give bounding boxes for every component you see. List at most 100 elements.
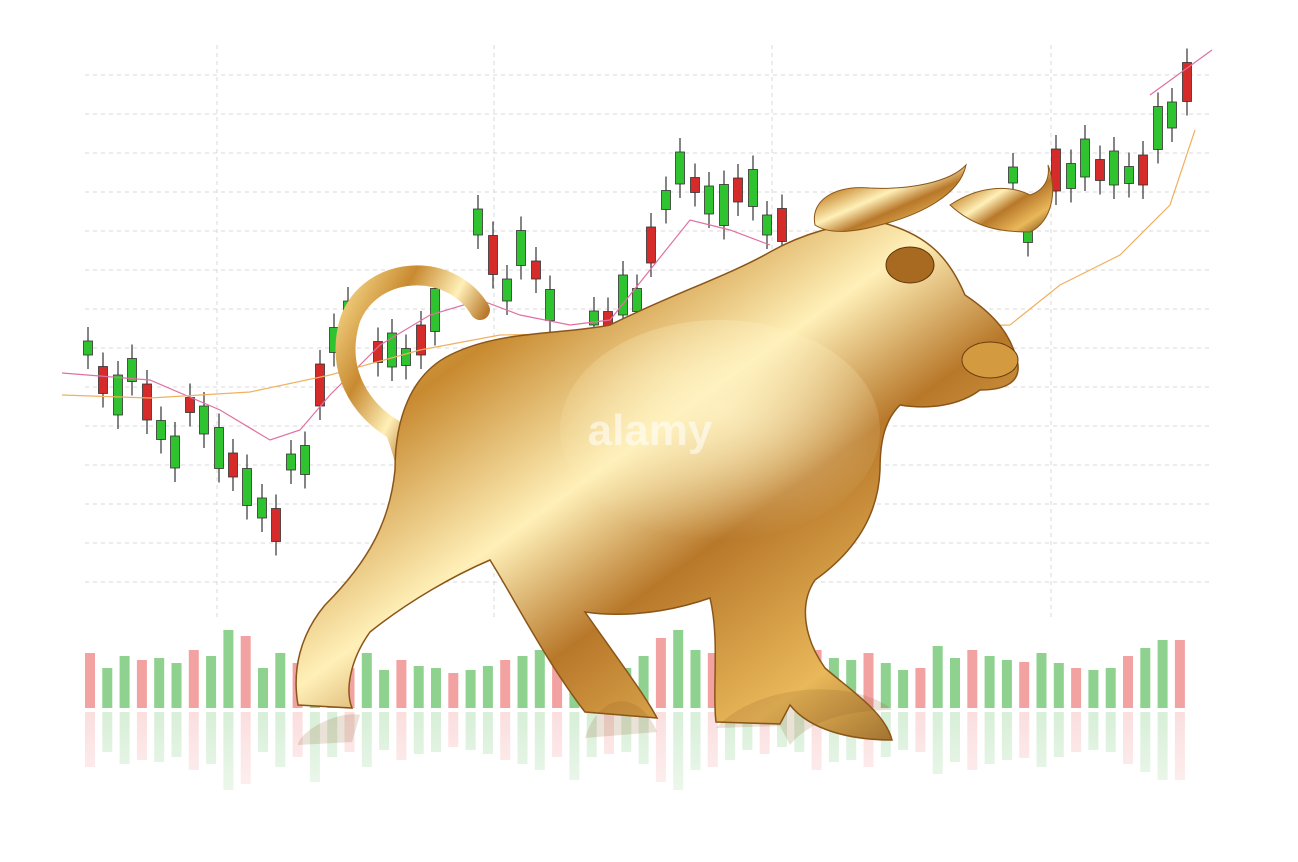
volume-bar	[240, 636, 251, 708]
candle-body	[632, 288, 642, 312]
candle-body	[777, 208, 787, 242]
candle-body	[1124, 166, 1134, 184]
volume-bar	[482, 666, 493, 708]
volume-bar	[1019, 662, 1030, 708]
volume-bar	[517, 656, 528, 708]
candle-body	[675, 151, 685, 185]
volume-bar	[863, 653, 874, 708]
candle-body	[618, 274, 628, 316]
candle-body	[589, 310, 599, 326]
candle-body	[113, 374, 123, 416]
volume-bar	[223, 630, 234, 708]
volume-bar	[707, 653, 718, 708]
candle-body	[1080, 138, 1090, 178]
candle-body	[228, 452, 238, 478]
candle-body	[156, 420, 166, 440]
candle-body	[185, 397, 195, 413]
volume-bar	[673, 630, 684, 708]
candle-body	[430, 288, 440, 332]
volume-bar	[275, 653, 286, 708]
volume-bar	[1088, 670, 1099, 708]
volume-bar	[1174, 640, 1185, 708]
volume-bar	[379, 670, 390, 708]
bull-reflection	[298, 689, 892, 745]
candle-body	[387, 332, 397, 368]
candle-body	[271, 508, 281, 542]
volume-bar	[258, 668, 268, 708]
candle-body	[127, 358, 137, 382]
candle-body	[1138, 154, 1148, 186]
floor-fade	[0, 715, 1298, 862]
candle-body	[199, 405, 209, 435]
volume-bar	[1157, 640, 1168, 708]
candle-body	[690, 177, 700, 193]
candle-body	[1153, 106, 1163, 150]
volume-bar	[1001, 660, 1012, 708]
volume-bar	[534, 650, 545, 708]
candle-body	[502, 278, 512, 302]
volume-bar	[361, 653, 372, 708]
volume-bar	[1140, 648, 1151, 708]
volume-bar	[655, 638, 666, 708]
volume-bar	[898, 670, 909, 708]
candle-body	[300, 445, 310, 475]
candle-body	[416, 324, 426, 356]
volume-bar	[950, 658, 960, 708]
volume-bar	[171, 663, 182, 708]
volume-bar	[1036, 653, 1047, 708]
volume-bar	[136, 660, 147, 708]
candle-body	[733, 177, 743, 203]
volume-bar	[984, 656, 995, 708]
bull-horn	[813, 163, 967, 232]
volume-bar	[188, 650, 199, 708]
volume-bar	[915, 668, 926, 708]
volume-bar	[413, 666, 424, 708]
volume-bar	[206, 656, 217, 708]
volume-bar	[1105, 668, 1116, 708]
candle-body	[762, 214, 772, 236]
candle-body	[1051, 148, 1061, 192]
candle-body	[531, 260, 541, 280]
volume-bar	[1123, 656, 1133, 708]
candle-body	[473, 208, 483, 236]
candle-body	[286, 453, 296, 471]
candle-body	[170, 435, 180, 469]
candle-body	[704, 185, 714, 215]
volume-bar	[396, 660, 407, 708]
moving-average	[61, 129, 1196, 399]
candle-body	[1095, 159, 1105, 181]
candle-body	[1182, 62, 1192, 102]
volume-bar	[967, 650, 978, 708]
volume-bar	[102, 668, 113, 708]
candle-body	[719, 184, 729, 226]
volume-bar	[154, 658, 165, 708]
candle-body	[1109, 150, 1119, 186]
candle-body	[646, 226, 656, 264]
bull-nose	[961, 341, 1019, 379]
candle-body	[1008, 166, 1018, 184]
trend-line	[1149, 49, 1213, 96]
candle-body	[83, 340, 93, 356]
volume-bar	[880, 663, 891, 708]
volume-bar	[500, 660, 511, 708]
bull-eye	[885, 246, 935, 284]
candle-body	[1066, 163, 1076, 189]
candle-body	[98, 366, 108, 394]
volume-bar	[448, 673, 459, 708]
bull	[295, 163, 1054, 741]
candle-body	[545, 289, 555, 321]
volume-bar	[638, 656, 649, 708]
volume-bar	[85, 653, 95, 708]
watermark: alamy	[588, 406, 713, 455]
candle-body	[748, 169, 758, 207]
bull-horn	[949, 164, 1054, 233]
candle-body	[401, 348, 411, 366]
candle-body	[142, 383, 152, 421]
volume-bar	[465, 670, 476, 708]
volume-bar	[119, 656, 130, 708]
volume-bar	[1071, 668, 1082, 708]
candle-body	[242, 468, 252, 506]
candle-body	[214, 427, 224, 469]
